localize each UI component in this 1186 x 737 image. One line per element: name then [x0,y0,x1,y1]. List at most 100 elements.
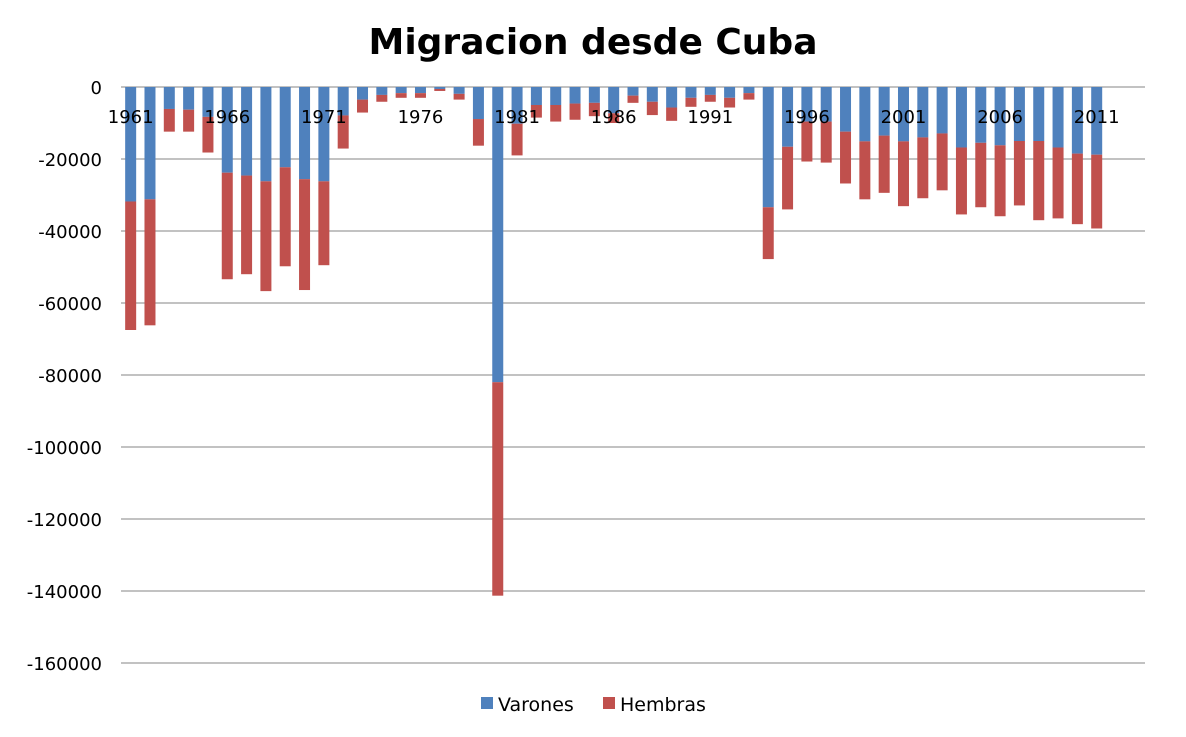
bar-hembras-1970 [299,179,311,291]
bar-hembras-1976 [414,93,426,98]
bar-varones-1971 [318,87,330,182]
x-tick-label: 1971 [301,107,347,128]
legend-label-varones: Varones [498,694,574,716]
bar-hembras-2007 [1013,141,1025,206]
y-tick-label: -100000 [27,438,102,459]
bar-varones-2007 [1013,87,1025,141]
x-tick-label: 2001 [881,107,927,128]
bar-hembras-2009 [1052,147,1064,219]
y-tick-label: -40000 [38,222,102,243]
bar-hembras-1980 [492,382,504,596]
bar-varones-1998 [840,87,852,132]
bar-hembras-1982 [530,105,542,118]
bar-varones-1990 [685,87,697,98]
bar-varones-1965 [202,87,214,117]
y-axis-ticks: 0 -20000 -40000 -60000 -80000 -100000 -120000 -… [27,78,102,675]
bar-hembras-1984 [569,103,581,120]
bar-varones-1973 [357,87,369,100]
y-tick-label: -120000 [27,510,102,531]
bar-hembras-1994 [762,207,774,260]
gridlines [121,86,1145,664]
bar-hembras-2006 [994,145,1006,217]
bar-varones-1985 [588,87,600,103]
y-tick-label: 0 [91,78,102,99]
bar-varones-1978 [453,87,465,94]
bar-varones-2006 [994,87,1006,146]
bar-varones-1969 [279,87,291,168]
bar-hembras-2004 [955,147,967,215]
bars [125,87,1103,596]
bar-varones-1981 [511,87,523,124]
bar-varones-1992 [724,87,736,98]
bar-varones-1983 [550,87,562,105]
bar-hembras-1971 [318,181,330,266]
bar-varones-2002 [917,87,929,138]
bar-hembras-2000 [878,135,890,193]
y-tick-label: -140000 [27,582,102,603]
legend-swatch-varones [481,697,493,709]
bar-hembras-2002 [917,137,929,199]
bar-varones-1963 [163,87,175,109]
x-tick-label: 1976 [398,107,444,128]
bar-varones-1980 [492,87,504,383]
x-tick-label: 2006 [977,107,1023,128]
bar-hembras-1995 [782,146,794,210]
bar-hembras-1974 [376,94,388,102]
bar-varones-1984 [569,87,581,104]
bar-hembras-1981 [511,123,523,156]
x-tick-label: 2011 [1074,107,1120,128]
bar-varones-1982 [530,87,542,105]
bar-hembras-1966 [221,172,233,280]
bar-hembras-1961 [125,201,137,330]
bar-hembras-1972 [337,115,349,149]
bar-varones-2001 [897,87,909,142]
bar-hembras-1996 [801,121,813,162]
bar-hembras-1997 [820,121,832,163]
bar-hembras-1968 [260,181,272,292]
bar-varones-1966 [221,87,233,173]
legend-swatch-hembras [603,697,615,709]
bar-varones-1994 [762,87,774,208]
bar-hembras-1967 [241,175,253,275]
bar-hembras-2010 [1071,153,1083,225]
x-tick-label: 1986 [591,107,637,128]
bar-hembras-1987 [627,95,639,103]
bar-hembras-1977 [434,88,446,91]
bar-hembras-1973 [357,99,369,113]
bar-hembras-1988 [646,101,658,116]
bar-hembras-1963 [163,108,175,132]
bar-varones-1962 [144,87,156,200]
bar-varones-1993 [743,87,755,94]
bar-hembras-1975 [395,93,407,98]
bar-varones-1979 [472,87,484,120]
bar-hembras-1965 [202,116,214,153]
bar-hembras-1969 [279,167,291,267]
legend: Varones Hembras [481,694,706,716]
bar-varones-1967 [241,87,253,176]
bar-varones-1961 [125,87,137,202]
bar-hembras-1999 [859,141,871,200]
bar-varones-1970 [299,87,311,180]
y-tick-label: -20000 [38,150,102,171]
bar-varones-1972 [337,87,349,116]
bar-varones-2005 [975,87,987,143]
bar-varones-2009 [1052,87,1064,148]
bar-hembras-1993 [743,93,755,100]
bar-varones-1976 [414,87,426,94]
bar-varones-1987 [627,87,639,96]
y-tick-label: -80000 [38,366,102,387]
bar-hembras-1989 [666,107,678,121]
bar-varones-2004 [955,87,967,148]
x-tick-label: 1996 [784,107,830,128]
bar-varones-2011 [1091,87,1103,155]
bar-hembras-1979 [472,119,484,146]
bar-hembras-1991 [704,94,716,102]
bar-varones-1989 [666,87,678,108]
bar-varones-2008 [1033,87,1045,141]
bar-hembras-1992 [724,97,736,108]
bar-varones-1974 [376,87,388,95]
bar-varones-2000 [878,87,890,136]
x-tick-label: 1966 [204,107,250,128]
x-axis-ticks: 1961 1966 1971 1976 1981 1986 1991 1996 2001 2006… [108,107,1120,128]
y-tick-label: -60000 [38,294,102,315]
